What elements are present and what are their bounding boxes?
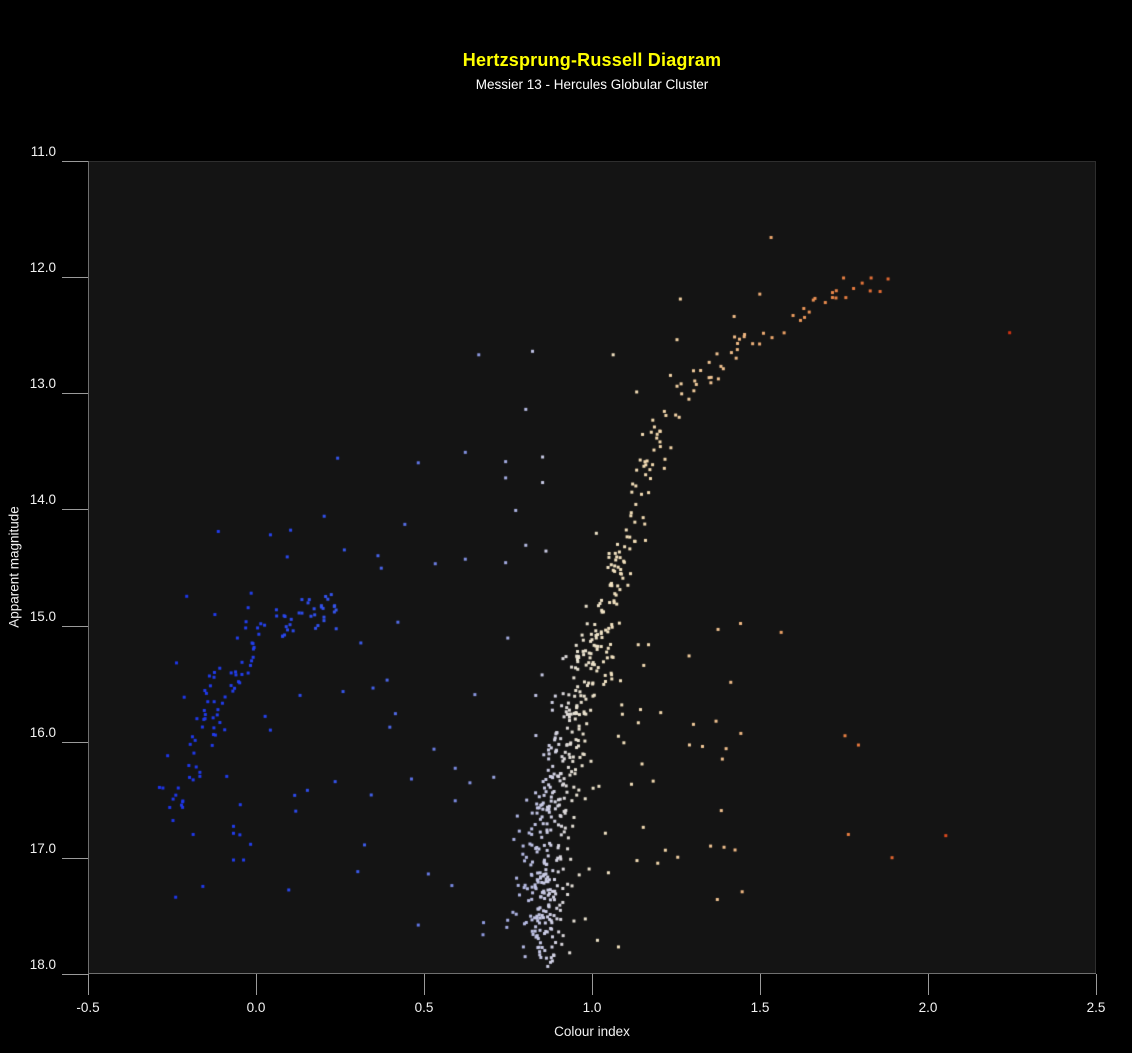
- x-tick-label-0.0: 0.0: [246, 1000, 266, 1015]
- x-tick-1.0: [592, 974, 593, 995]
- y-tick-label-16.0: 16.0: [29, 724, 56, 740]
- chart-title: Hertzsprung-Russell Diagram: [462, 50, 722, 70]
- x-tick-0.0: [256, 974, 257, 995]
- x-tick-1.5: [760, 974, 761, 995]
- y-tick-16.0: [62, 741, 88, 743]
- y-tick-label-18.0: 18.0: [29, 957, 56, 972]
- y-tick-18.0: [62, 974, 88, 975]
- chart-subtitle: Messier 13 - Hercules Globular Cluster: [475, 77, 709, 92]
- x-axis-line: [88, 973, 1096, 974]
- x-tick-label-1.5: 1.5: [750, 1000, 770, 1015]
- plot-area: [88, 161, 1097, 975]
- y-tick-label-11.0: 11.0: [30, 144, 56, 159]
- y-axis-label: Apparent magnitude: [6, 506, 22, 628]
- y-tick-label-14.0: 14.0: [29, 492, 56, 508]
- x-axis-label: Colour index: [554, 1024, 630, 1039]
- x-tick-label--0.5: -0.5: [76, 1000, 100, 1015]
- y-tick-label-17.0: 17.0: [29, 840, 56, 856]
- y-tick-14.0: [62, 509, 88, 511]
- y-tick-label-13.0: 13.0: [29, 376, 56, 392]
- y-tick-label-15.0: 15.0: [29, 608, 56, 624]
- x-tick-label-2.5: 2.5: [1086, 1000, 1106, 1015]
- y-axis-line: [88, 161, 89, 974]
- x-tick-label-0.5: 0.5: [414, 1000, 434, 1015]
- x-tick-label-2.0: 2.0: [918, 1000, 938, 1015]
- y-tick-label-12.0: 12.0: [29, 260, 56, 276]
- scatter-canvas: [89, 162, 1097, 975]
- y-tick-12.0: [62, 277, 88, 279]
- x-tick-2.0: [928, 974, 929, 995]
- x-tick-0.5: [424, 974, 425, 995]
- y-tick-15.0: [62, 625, 88, 627]
- x-tick-label-1.0: 1.0: [582, 1000, 602, 1015]
- y-tick-11.0: [62, 161, 88, 162]
- y-tick-17.0: [62, 857, 88, 859]
- x-tick-2.5: [1096, 974, 1097, 995]
- y-tick-13.0: [62, 393, 88, 395]
- x-tick--0.5: [88, 974, 89, 995]
